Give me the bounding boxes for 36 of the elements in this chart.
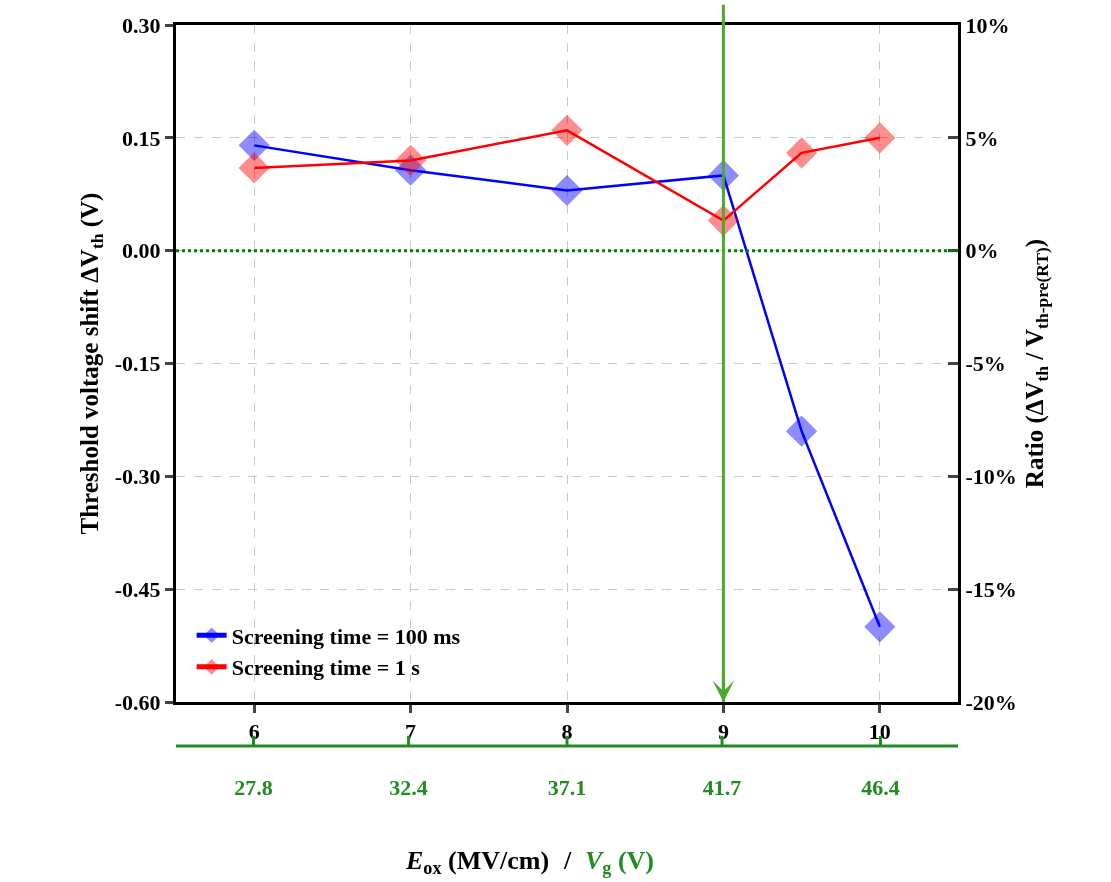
point	[238, 152, 270, 184]
x2-tick-label: 27.8	[234, 775, 273, 800]
y-tick-label: -0.15	[114, 351, 161, 377]
point	[864, 611, 896, 643]
point	[864, 122, 896, 154]
y-tick-label: -0.60	[114, 689, 161, 715]
x-axis-title: E$_{ox}$ (MV/cm)	[405, 846, 550, 879]
y-tick-label: 0.30	[122, 12, 161, 38]
y2-tick-label: 0%	[965, 238, 999, 264]
point	[786, 415, 818, 447]
y2-tick-label: -15%	[965, 576, 1017, 602]
text: /	[563, 846, 572, 875]
legend-label: Screening time = 100 ms	[231, 623, 461, 649]
y-tick-label: 0.15	[122, 125, 161, 151]
y2-tick-label: 5%	[965, 125, 999, 151]
y-tick-label: -0.45	[114, 576, 161, 602]
y2-tick-label: -5%	[965, 351, 1006, 377]
point	[551, 174, 583, 207]
x2-tick-label: 32.4	[389, 775, 428, 800]
x2-tick-label: 46.4	[861, 775, 900, 800]
y2-tick-label: -20%	[965, 689, 1017, 715]
x-tick-label: 8	[561, 719, 573, 745]
point	[395, 144, 427, 176]
y2-tick-label: 10%	[965, 12, 1010, 38]
point	[786, 137, 818, 169]
y-tick-label: 0.00	[122, 238, 161, 264]
x2-tick-label: 37.1	[547, 775, 587, 800]
y-tick-label: -0.30	[114, 464, 161, 490]
point	[551, 114, 583, 146]
x-tick-label: 10	[868, 719, 891, 745]
x-tick-label: 6	[248, 719, 260, 745]
legend-label: Screening time = 1 s	[231, 655, 421, 681]
x2-tick-label: 41.7	[702, 775, 742, 800]
y2-tick-label: -10%	[965, 464, 1017, 490]
x-tick-label: 9	[717, 719, 729, 745]
x2-axis-title: V$_{g}$ (V)	[585, 846, 655, 879]
